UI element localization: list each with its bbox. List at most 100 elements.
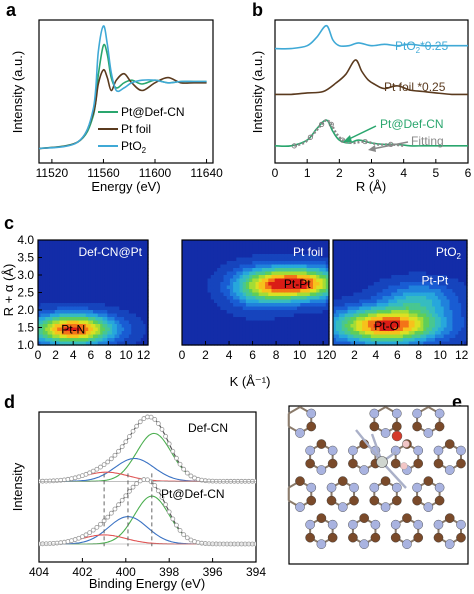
heatmap-cell (236, 243, 241, 248)
heatmap-cell (71, 317, 75, 322)
heatmap-cell (38, 250, 41, 255)
nitrogen-atom (380, 502, 391, 512)
heatmap-cell (338, 303, 343, 308)
heatmap-cell (458, 317, 462, 322)
heatmap-cell (333, 306, 337, 311)
heatmap-cell (100, 317, 104, 322)
heatmap-cell (95, 257, 99, 262)
heatmap-cell (210, 313, 215, 318)
heatmap-cell (255, 250, 260, 255)
heatmap-cell (128, 320, 132, 325)
heatmap-cell (379, 306, 384, 311)
heatmap-cell (455, 282, 459, 287)
panel-c-2-xtick-label: 2 (351, 348, 358, 362)
heatmap-cell (90, 338, 94, 343)
heatmap-cell (437, 310, 442, 315)
heatmap-cell (90, 257, 94, 262)
heatmap-cell (112, 303, 116, 308)
heatmap-cell (391, 264, 395, 269)
heatmap-cell (107, 292, 111, 297)
heatmap-cell (64, 320, 68, 325)
heatmap-cell (188, 240, 193, 245)
heatmap-cell (455, 247, 459, 252)
heatmap-cell (88, 275, 92, 280)
heatmap-cell (414, 282, 419, 287)
heatmap-cell (143, 275, 147, 280)
heatmap-cell (322, 275, 327, 280)
heatmap-cell (102, 257, 106, 262)
heatmap-cell (66, 275, 70, 280)
heatmap-cell (197, 299, 202, 304)
heatmap-cell (322, 292, 327, 297)
heatmap-cell (128, 264, 132, 269)
heatmap-cell (61, 310, 65, 315)
heatmap-cell (85, 324, 89, 329)
heatmap-cell (423, 324, 427, 329)
heatmap-cell (452, 261, 456, 266)
heatmap-cell (446, 278, 451, 283)
heatmap-cell (426, 303, 430, 308)
heatmap-cell (367, 299, 372, 304)
heatmap-cell (347, 310, 352, 315)
heatmap-cell (258, 261, 263, 266)
heatmap-cell (249, 331, 253, 336)
heatmap-cell (408, 243, 413, 248)
carbon-atom (326, 495, 337, 506)
heatmap-cell (213, 268, 218, 273)
heatmap-cell (464, 285, 468, 290)
heatmap-cell (210, 282, 215, 287)
heatmap-cell (61, 303, 65, 308)
heatmap-cell (365, 331, 369, 336)
heatmap-cell (353, 324, 357, 329)
heatmap-cell (136, 338, 140, 343)
heatmap-cell (341, 285, 346, 290)
heatmap-cell (116, 254, 120, 259)
heatmap-cell (290, 327, 295, 332)
heatmap-cell (54, 285, 58, 290)
heatmap-cell (388, 240, 392, 245)
heatmap-cell (52, 257, 56, 262)
heatmap-cell (245, 247, 250, 252)
heatmap-cell (47, 247, 51, 252)
heatmap-cell (261, 268, 266, 273)
heatmap-cell (210, 324, 215, 329)
heatmap-cell (104, 310, 108, 315)
heatmap-cell (325, 264, 330, 269)
heatmap-cell (347, 331, 352, 336)
heatmap-cell (309, 317, 314, 322)
heatmap-cell (277, 250, 282, 255)
heatmap-cell (322, 271, 327, 276)
heatmap-cell (107, 285, 111, 290)
heatmap-cell (78, 313, 82, 318)
heatmap-cell (411, 296, 416, 301)
heatmap-cell (133, 327, 137, 332)
heatmap-cell (64, 327, 68, 332)
heatmap-cell (102, 264, 106, 269)
heatmap-cell (274, 268, 279, 273)
heatmap-cell (220, 243, 225, 248)
heatmap-cell (455, 324, 459, 329)
heatmap-cell (400, 264, 404, 269)
heatmap-cell (297, 306, 301, 311)
heatmap-cell (347, 261, 352, 266)
heatmap-cell (49, 334, 53, 339)
heatmap-cell (57, 278, 61, 283)
heatmap-cell (73, 243, 77, 248)
heatmap-cell (353, 257, 357, 262)
heatmap-cell (452, 247, 456, 252)
heatmap-cell (81, 310, 85, 315)
heatmap-cell (284, 264, 289, 269)
heatmap-cell (81, 317, 85, 322)
heatmap-cell (239, 289, 244, 294)
heatmap-cell (38, 327, 41, 332)
heatmap-cell (426, 250, 430, 255)
heatmap-cell (335, 317, 340, 322)
heatmap-cell (411, 341, 416, 346)
heatmap-cell (121, 271, 125, 276)
heatmap-cell (42, 338, 46, 343)
heatmap-cell (124, 317, 128, 322)
heatmap-cell (322, 338, 327, 343)
heatmap-cell (284, 310, 289, 315)
heatmap-cell (414, 261, 419, 266)
heatmap-cell (356, 299, 360, 304)
